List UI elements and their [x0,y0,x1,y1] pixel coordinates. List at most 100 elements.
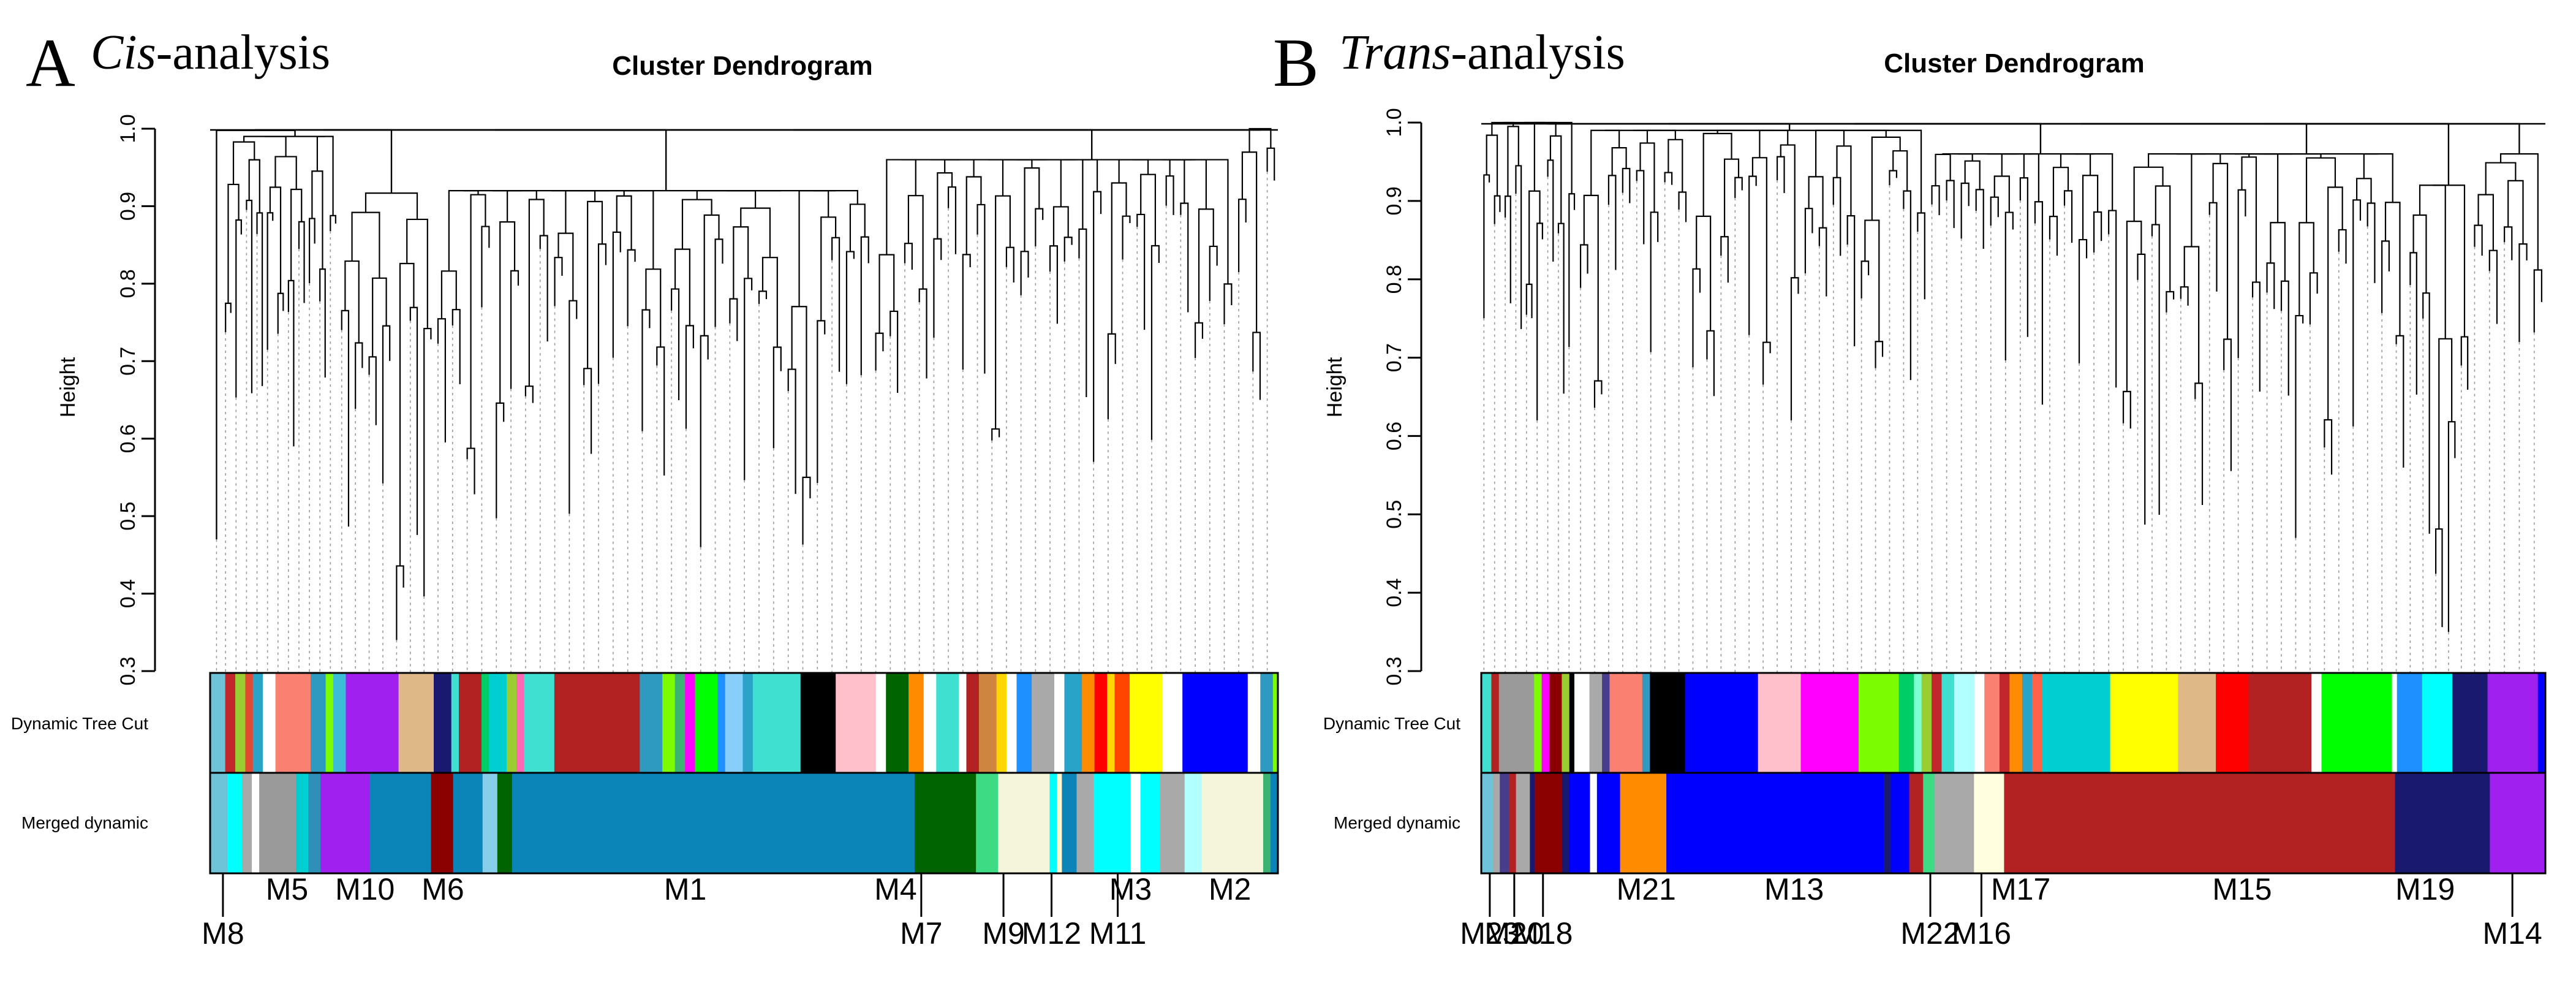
panel-a-merged-dynamic-segment [1062,773,1078,873]
panel-a-dendrogram-branch [878,254,895,333]
panel-a-dendrogram-branch [1082,159,1098,229]
panel-a-dendrogram-branch [528,199,545,387]
panel-a-module-label-m3: M3 [1109,872,1152,906]
panel-a-dynamic-tree-cut-segment [1130,673,1163,773]
panel-a-dendrogram-branch [316,135,334,216]
panel-a-dendrogram-branch [761,257,778,347]
panel-b-dynamic-tree-cut-segment [2397,673,2423,773]
panel-a-dendrogram-branch [290,188,303,281]
panel-b-y-tick-label: 0.7 [1383,343,1406,372]
panel-b: B Trans-analysis Cluster Dendrogram Heig… [1273,25,2547,951]
panel-a-y-ticks: 0.3 0.4 0.5 0.6 0.7 0.8 0.9 1.0 [116,114,155,686]
panel-a-merged-dynamic-segment [210,773,228,873]
panel-b-dendrogram-branch [2432,184,2466,337]
panel-b-y-tick-label: 0.9 [1383,186,1406,215]
panel-a-dendrogram-branch [918,288,927,379]
panel-b-dendrogram-branch [2409,252,2417,395]
panel-a-dendrogram-branch [831,237,840,372]
panel-a-merged-dynamic-segment [1130,773,1141,873]
panel-a-dynamic-tree-cut-segment [742,673,754,773]
panel-a-dendrogram-branch [269,186,282,294]
panel-b-dendrogram-branch [1946,180,1955,229]
panel-b-dendrogram-branch [2063,190,2073,243]
panel-a-dendrogram-branch [351,211,380,278]
panel-b-dendrogram-branch [2412,214,2427,294]
panel-b-dendrogram-branch [1593,380,1603,408]
panel-b-dynamic-tree-cut-segment [1954,673,1975,773]
panel-b-dendrogram-branch [1696,215,1712,331]
panel-b-dendrogram-branch [1528,190,1541,284]
panel-a-dendrogram-branch [674,248,690,326]
panel-b-dendrogram-branch [2191,153,2221,247]
panel-a-guide-lines [216,172,1268,673]
panel-b-dendrogram-branch [2183,246,2200,384]
panel-a-dendrogram-branch [499,221,516,403]
panel-b-dendrogram-branch [2381,240,2390,313]
panel-a-dendrogram-branch [368,356,377,425]
panel-b-letter: B [1273,25,1319,101]
panel-a-dendrogram-branch [1093,191,1102,462]
panel-b-y-axis-label: Height [1323,357,1347,417]
panel-b-dendrogram-branch [2166,290,2175,313]
panel-a-dendrogram-branch [965,176,982,255]
panel-a-dendrogram-branch [1002,159,1033,196]
panel-a-dendrogram-branch [1049,245,1058,324]
panel-b-title: Trans-analysis [1339,26,1625,80]
panel-a-dynamic-tree-cut-segment [263,673,276,773]
panel-b-dendrogram-branch [2093,211,2102,252]
panel-a-dynamic-tree-cut-bar [210,673,1279,773]
panel-a-dendrogram-branch [481,226,490,308]
panel-b-dendrogram-branch [2324,419,2333,475]
panel-b-dynamic-tree-cut-segment [2216,673,2249,773]
panel-b-dendrogram-branch [2034,201,2044,405]
panel-b-row-label-merged-dynamic: Merged dynamic [1334,813,1460,832]
panel-b-dendrogram-branch [2298,222,2314,316]
panel-b-dendrogram-branch [1776,156,1785,193]
panel-a-merged-dynamic-segment [1140,773,1161,873]
panel-a-y-tick-label: 0.8 [116,269,140,298]
panel-a-merged-dynamic-segment [1057,773,1062,873]
panel-b-dendrogram-branch [1664,172,1673,185]
panel-b-dendrogram-branch [2137,253,2146,525]
panel-b-dendrogram-branch [2434,528,2443,628]
panel-b-dendrogram-branch [1579,244,1588,288]
panel-a-dendrogram-branch [875,332,884,371]
panel-b-dynamic-tree-cut-segment [1589,673,1603,773]
panel-a-dendrogram-branch [1198,208,1214,323]
panel-b-dendrogram-branch [1515,165,1522,329]
panel-a-dendrogram-branch [860,236,869,376]
panel-b-merged-dynamic-segment [2490,773,2546,873]
panel-b-dendrogram-branch [1668,123,2042,154]
panel-a-dendrogram-branch [1209,245,1218,302]
panel-a-dynamic-tree-cut-segment [1016,673,1032,773]
panel-a-dendrogram-branch [700,335,709,547]
panel-a-dendrogram-branch [1024,167,1040,252]
panel-a-dendrogram-branch [510,270,519,389]
panel-a-dendrogram-branch [744,278,753,480]
panel-b-dendrogram-branch [2356,178,2372,203]
panel-b-merged-dynamic-segment [2004,773,2396,873]
panel-a-merged-dynamic-segment [512,773,915,873]
panel-b-merged-dynamic-segment [1620,773,1667,873]
panel-a-dynamic-tree-cut-segment [978,673,997,773]
panel-b-dendrogram-branch [2518,243,2528,342]
panel-a-title-italic: Cis [91,26,156,80]
panel-b-dynamic-tree-cut-segment [1541,673,1550,773]
panel-b-dendrogram-branch [1903,190,1911,381]
panel-a-dendrogram-branch [1162,159,1229,284]
panel-a-merged-dynamic-segment [431,773,454,873]
panel-a-y-tick-label: 0.7 [116,347,140,376]
panel-a-dynamic-tree-cut-segment [800,673,836,773]
panel-b-merged-dynamic-segment [1909,773,1924,873]
panel-a-dendrogram-branch [944,159,975,177]
panel-a-dendrogram-branch [787,368,796,494]
panel-b-module-label-m16: M16 [1952,916,2011,951]
panel-b-row-label-dynamic-tree-cut: Dynamic Tree Cut [1323,714,1460,733]
panel-b-dendrogram-branch [2488,249,2498,324]
panel-b-dynamic-tree-cut-segment [2110,673,2179,773]
panel-b-dendrogram-branch [1525,283,1533,319]
panel-a-y-tick-label: 0.4 [116,579,140,608]
panel-b-dendrogram-branch [1720,236,1729,283]
panel-b-dynamic-tree-cut-segment [1898,673,1914,773]
